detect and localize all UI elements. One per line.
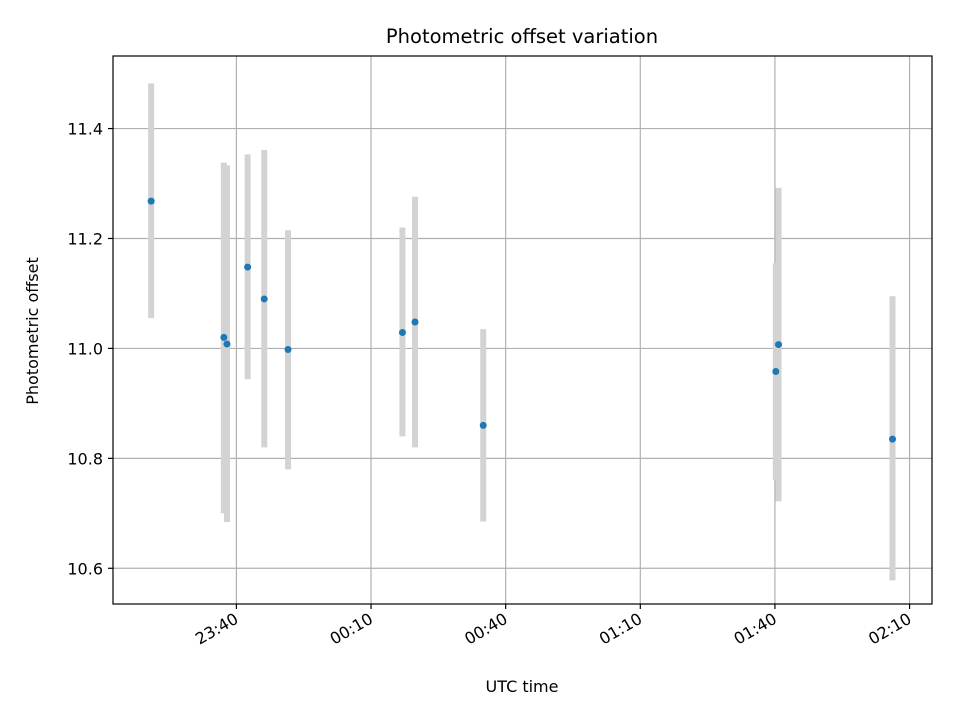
data-point [244, 263, 252, 271]
data-point [220, 333, 228, 341]
x-axis-label: UTC time [486, 677, 559, 696]
data-point [284, 346, 292, 354]
y-tick-label: 11.2 [67, 229, 103, 248]
chart-title: Photometric offset variation [386, 25, 658, 48]
data-point [889, 435, 897, 443]
data-point [411, 318, 419, 326]
y-tick-label: 10.8 [67, 449, 103, 468]
data-point [260, 295, 268, 303]
y-tick-label: 10.6 [67, 559, 103, 578]
y-tick-label: 11.0 [67, 339, 103, 358]
y-axis-ticks: 10.6 10.8 11.0 11.2 11.4 [67, 120, 113, 578]
data-points [147, 197, 897, 443]
data-point [479, 421, 487, 429]
y-axis-label: Photometric offset [23, 257, 42, 405]
plot-area-frame [112, 55, 933, 605]
data-point [772, 367, 780, 375]
data-point [398, 328, 406, 336]
data-point [223, 340, 231, 348]
data-point [147, 197, 155, 205]
data-point [775, 341, 783, 349]
y-tick-label: 11.4 [67, 120, 103, 139]
